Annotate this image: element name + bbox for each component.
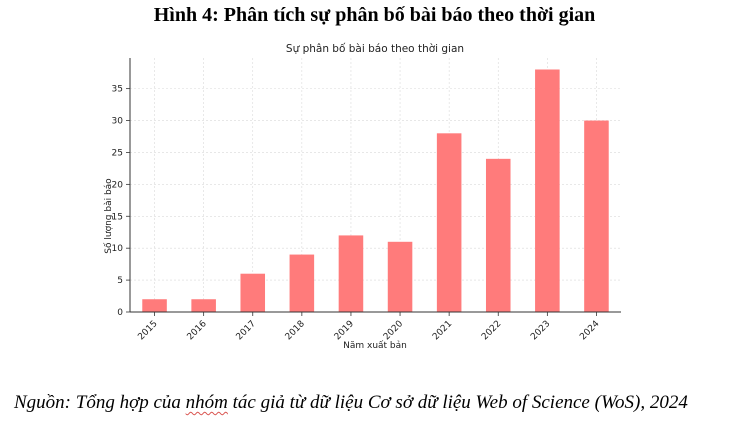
bar-2017: [240, 273, 266, 312]
x-axis-label: Năm xuất bản: [343, 340, 407, 351]
x-tick-label: 2022: [480, 319, 503, 342]
y-tick-label: 35: [112, 85, 123, 95]
y-tick-label: 5: [117, 276, 123, 286]
bar-2020: [387, 241, 413, 312]
x-tick-label: 2019: [333, 319, 356, 342]
source-prefix: Nguồn: Tổng hợp của: [14, 392, 186, 413]
y-tick-label: 30: [112, 117, 124, 127]
bar-2018: [289, 254, 315, 312]
x-tick-label: 2021: [431, 319, 454, 342]
bars: [142, 69, 609, 312]
bar-2023: [535, 69, 560, 312]
bar-2016: [191, 299, 216, 312]
source-suffix: tác giả từ dữ liệu Cơ sở dữ liệu Web of …: [227, 392, 688, 413]
figure-title: Hình 4: Phân tích sự phân bố bài báo the…: [153, 4, 596, 26]
bar-2019: [338, 235, 364, 312]
y-tick-label: 0: [117, 308, 123, 318]
bar-2015: [142, 299, 167, 312]
x-tick-label: 2017: [235, 319, 258, 342]
x-ticks: 2015 2016 2017 2018 2019 2020 2021 2022 2023 2024: [136, 312, 602, 342]
x-tick-label: 2016: [186, 319, 209, 342]
bar-chart: Sự phân bố bài báo theo thời gian 0 5 10 15…: [0, 36, 749, 366]
x-tick-label: 2020: [382, 319, 405, 342]
x-tick-label: 2018: [284, 319, 307, 342]
y-tick-label: 20: [112, 180, 124, 190]
chart-title: Sự phân bố bài báo theo thời gian: [286, 43, 464, 55]
gridlines: [130, 58, 621, 313]
y-tick-label: 25: [112, 148, 123, 158]
source-underlined-word: nhóm: [185, 392, 228, 413]
y-ticks: 0 5 10 15 20 25 30 35: [112, 85, 130, 318]
bar-2024: [584, 120, 609, 312]
source-note: Nguồn: Tổng hợp của nhóm tác giả từ dữ l…: [14, 392, 688, 414]
y-axis-label: Số lượng bài báo: [103, 178, 114, 254]
y-tick-label: 15: [112, 212, 123, 222]
bar-2022: [485, 158, 511, 312]
x-tick-label: 2015: [136, 319, 159, 342]
bar-2021: [436, 133, 462, 312]
x-tick-label: 2024: [578, 319, 601, 342]
axes: [129, 58, 621, 313]
y-tick-label: 10: [112, 244, 124, 254]
chart-svg: Sự phân bố bài báo theo thời gian 0 5 10 15…: [103, 43, 621, 351]
x-tick-label: 2023: [529, 319, 552, 342]
